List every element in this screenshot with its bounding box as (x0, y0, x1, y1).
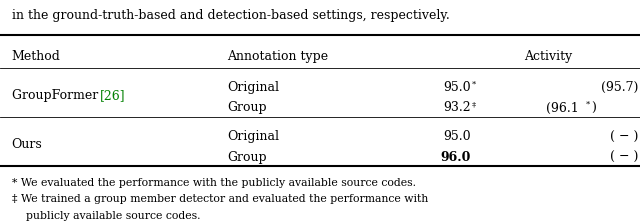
Text: ‡: ‡ (472, 100, 476, 108)
Text: GroupFormer: GroupFormer (12, 89, 102, 102)
Text: 96.0: 96.0 (440, 151, 470, 163)
Text: Group: Group (227, 101, 267, 114)
Text: Group: Group (227, 151, 267, 163)
Text: * We evaluated the performance with the publicly available source codes.: * We evaluated the performance with the … (12, 178, 415, 188)
Text: Original: Original (227, 81, 279, 94)
Text: Activity: Activity (525, 50, 573, 63)
Text: ): ) (591, 101, 596, 114)
Text: Original: Original (227, 130, 279, 143)
Text: [26]: [26] (100, 89, 125, 102)
Text: Annotation type: Annotation type (227, 50, 328, 63)
Text: ‡ We trained a group member detector and evaluated the performance with: ‡ We trained a group member detector and… (12, 194, 428, 204)
Text: ( − ): ( − ) (610, 130, 638, 143)
Text: (96.1: (96.1 (546, 101, 579, 114)
Text: 93.2: 93.2 (443, 101, 470, 114)
Text: ( − ): ( − ) (610, 151, 638, 163)
Text: Method: Method (12, 50, 60, 63)
Text: *: * (586, 100, 591, 108)
Text: Ours: Ours (12, 138, 42, 151)
Text: (95.7): (95.7) (601, 81, 638, 94)
Text: *: * (472, 80, 476, 88)
Text: in the ground-truth-based and detection-based settings, respectively.: in the ground-truth-based and detection-… (12, 9, 449, 22)
Text: 95.0: 95.0 (443, 81, 470, 94)
Text: 95.0: 95.0 (443, 130, 470, 143)
Text: publicly available source codes.: publicly available source codes. (12, 211, 200, 221)
